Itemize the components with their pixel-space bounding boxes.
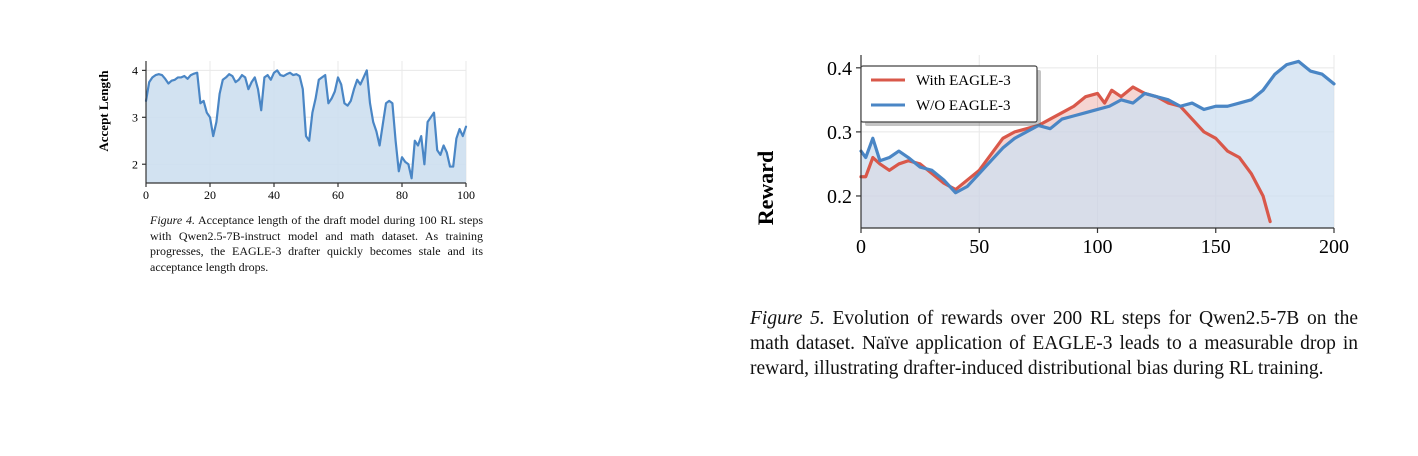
figure-4-axes	[142, 61, 467, 187]
figure-4-caption: Figure 4. Acceptance length of the draft…	[150, 213, 483, 275]
y-tick-label: 4	[132, 64, 138, 78]
series-line-1	[859, 59, 1336, 195]
figure-5-series-lines	[859, 59, 1336, 224]
figure-5-caption-label: Figure 5.	[750, 308, 825, 329]
x-tick-label: 20	[204, 188, 216, 202]
x-tick-label: 40	[268, 188, 280, 202]
figure-5-caption-text: Evolution of rewards over 200 RL steps f…	[750, 308, 1358, 379]
figure-4-chart: 0 20 40 60 80 100 2 3 4 Accept Length	[96, 61, 475, 202]
x-tick-label: 150	[1201, 236, 1231, 258]
x-tick-label: 200	[1319, 236, 1349, 258]
series-area-0	[146, 70, 466, 183]
series-line-0	[144, 69, 468, 180]
x-tick-label: 100	[1083, 236, 1113, 258]
y-tick-label: 0.2	[827, 186, 852, 208]
y-tick-label: 0.4	[827, 58, 852, 80]
figure-5-legend: With EAGLE-3 W/O EAGLE-3	[860, 65, 1041, 126]
y-tick-label: 2	[132, 157, 138, 171]
y-tick-label: 0.3	[827, 122, 852, 144]
figure-4-caption-label: Figure 4.	[150, 213, 195, 227]
figure-5-y-axis-label: Reward	[753, 151, 778, 226]
figure-5-tick-labels: 0 50 100 150 200 0.2 0.3 0.4	[827, 58, 1349, 258]
figure-4-y-axis-label: Accept Length	[96, 70, 111, 152]
x-tick-label: 100	[457, 188, 475, 202]
figure-5-chart: 0 50 100 150 200 0.2 0.3 0.4 Reward With EAGLE-…	[753, 55, 1349, 258]
y-tick-label: 3	[132, 111, 138, 125]
x-tick-label: 80	[396, 188, 408, 202]
series-area-1	[861, 61, 1334, 228]
figure-4-series-line	[144, 69, 468, 180]
figure-4-tick-labels: 0 20 40 60 80 100 2 3 4	[132, 64, 475, 202]
x-tick-label: 60	[332, 188, 344, 202]
figure-4-caption-text: Acceptance length of the draft model dur…	[150, 213, 483, 274]
x-tick-label: 0	[143, 188, 149, 202]
x-tick-label: 0	[856, 236, 866, 258]
figure-5-area-fills	[861, 61, 1334, 228]
legend-label-wo-eagle3: W/O EAGLE-3	[916, 98, 1011, 114]
x-tick-label: 50	[969, 236, 989, 258]
figure-4-area-fill	[146, 70, 466, 183]
legend-label-with-eagle3: With EAGLE-3	[916, 73, 1011, 89]
figure-5-caption: Figure 5. Evolution of rewards over 200 …	[750, 306, 1358, 381]
